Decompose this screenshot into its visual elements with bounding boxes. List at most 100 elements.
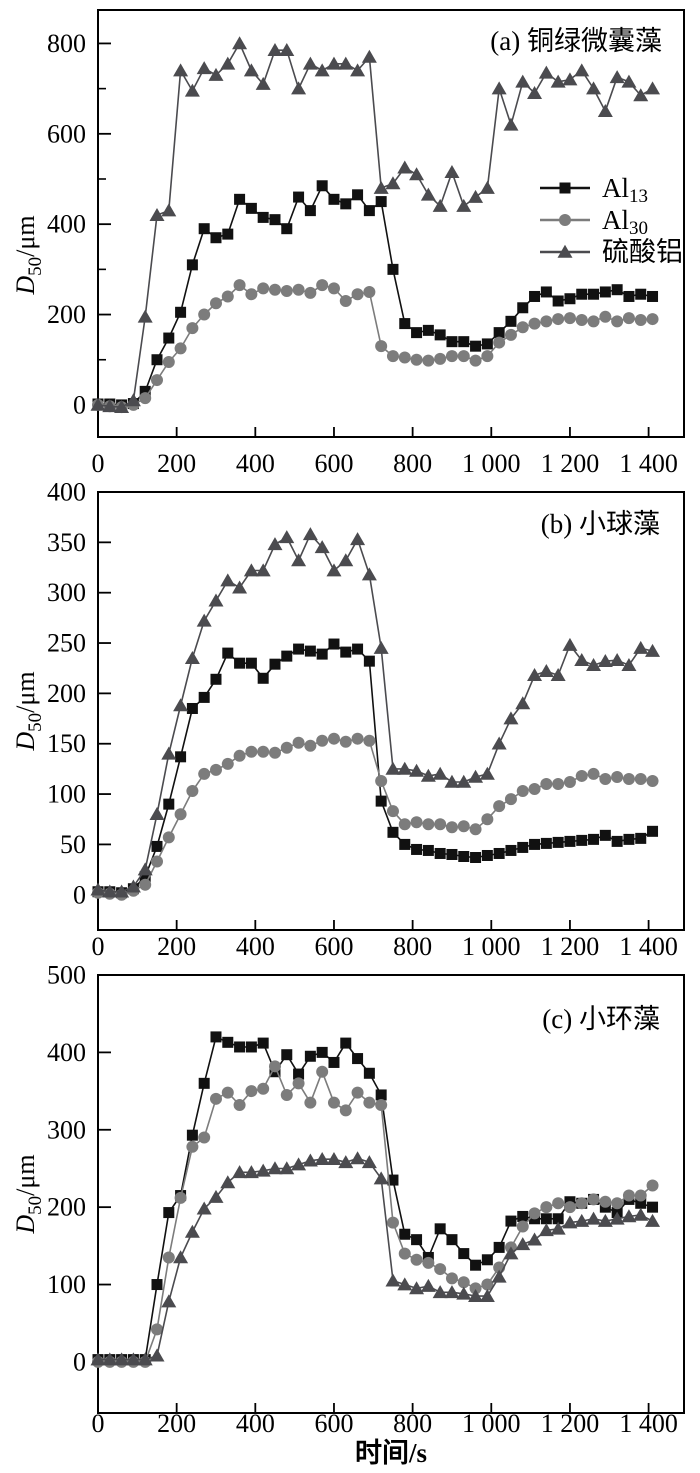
marker-circle: [516, 1220, 529, 1233]
marker-circle: [481, 813, 494, 826]
marker-circle: [445, 821, 458, 834]
y-tick-label: 400: [47, 478, 86, 507]
marker-triangle: [397, 761, 413, 775]
marker-square: [257, 672, 269, 684]
marker-square: [340, 646, 352, 658]
marker-square: [175, 751, 187, 763]
marker-square: [540, 1213, 552, 1225]
marker-triangle: [279, 530, 295, 544]
x-tick-label: 600: [314, 932, 353, 961]
marker-triangle: [125, 879, 141, 893]
marker-triangle: [232, 36, 248, 50]
marker-triangle: [196, 61, 212, 75]
marker-square: [375, 196, 387, 208]
marker-circle: [599, 1195, 612, 1208]
marker-square: [434, 847, 446, 859]
marker-circle: [351, 1086, 364, 1099]
marker-square: [245, 1041, 257, 1053]
marker-square: [399, 318, 411, 330]
y-tick-label: 150: [47, 729, 86, 758]
marker-circle: [528, 317, 541, 330]
marker-circle: [186, 322, 199, 335]
x-tick-label: 1 200: [541, 932, 600, 961]
marker-triangle: [267, 537, 283, 551]
marker-triangle: [562, 637, 578, 651]
marker-square: [623, 290, 635, 302]
marker-square: [210, 673, 222, 685]
marker-triangle: [397, 1277, 413, 1291]
marker-circle: [481, 350, 494, 363]
x-tick-label: 1 000: [462, 1409, 521, 1438]
marker-circle: [634, 772, 647, 785]
marker-circle: [375, 774, 388, 787]
marker-square: [245, 657, 257, 669]
chart-canvas-a: 0 200 400 600 800 1 000 1 200 1 400 0 200 400 600 80…: [11, 9, 685, 478]
marker-circle: [410, 1253, 423, 1266]
marker-triangle: [420, 768, 436, 782]
marker-triangle: [645, 81, 661, 95]
marker-circle: [599, 772, 612, 785]
marker-triangle: [468, 769, 484, 783]
marker-triangle: [503, 117, 519, 131]
marker-square: [151, 840, 163, 852]
marker-triangle: [137, 1352, 153, 1366]
marker-triangle: [527, 85, 543, 99]
marker-square: [422, 844, 434, 856]
marker-triangle: [173, 1250, 189, 1264]
marker-triangle: [444, 1285, 460, 1299]
marker-triangle: [609, 652, 625, 666]
marker-circle: [304, 286, 317, 299]
legend-item: 硫酸铝: [540, 237, 683, 267]
x-tick-label: 0: [92, 1409, 105, 1438]
y-tick-label: 800: [47, 29, 86, 58]
marker-circle: [563, 775, 576, 788]
series-markers-硫酸铝: [90, 1151, 661, 1366]
marker-circle: [233, 1099, 246, 1112]
marker-circle: [150, 1323, 163, 1336]
marker-circle: [245, 1085, 258, 1098]
marker-triangle: [350, 1151, 366, 1165]
y-axis-title: D50/μm: [11, 215, 46, 295]
marker-triangle: [196, 613, 212, 627]
marker-circle: [162, 831, 175, 844]
marker-square: [163, 798, 175, 810]
x-tick-label: 600: [314, 1409, 353, 1438]
marker-circle: [493, 800, 506, 813]
marker-circle: [209, 763, 222, 776]
marker-triangle: [527, 1232, 543, 1246]
marker-triangle: [409, 1281, 425, 1295]
marker-circle: [516, 321, 529, 334]
marker-square: [458, 336, 470, 348]
y-axis-title: D50/μm: [11, 671, 46, 751]
marker-square: [635, 288, 647, 300]
marker-square: [234, 193, 246, 205]
marker-circle: [622, 772, 635, 785]
marker-square: [269, 658, 281, 670]
marker-circle: [363, 1096, 376, 1109]
marker-circle: [575, 1197, 588, 1210]
panel-title: (c) 小环藻: [542, 1004, 660, 1034]
marker-square: [446, 848, 458, 860]
marker-square: [599, 829, 611, 841]
marker-square: [399, 838, 411, 850]
marker-circle: [174, 1191, 187, 1204]
chart-canvas-b: 0 200 400 600 800 1 000 1 200 1 400 0 50 100 150 200…: [11, 478, 685, 961]
marker-triangle: [125, 1352, 141, 1366]
marker-square: [517, 841, 529, 853]
marker-circle: [257, 745, 270, 758]
marker-square: [559, 182, 571, 194]
marker-triangle: [373, 1171, 389, 1185]
x-tick-label: 400: [236, 1409, 275, 1438]
marker-square: [470, 852, 482, 864]
marker-square: [470, 1259, 482, 1271]
marker-triangle: [220, 1175, 236, 1189]
marker-triangle: [137, 309, 153, 323]
marker-square: [222, 647, 234, 659]
marker-circle: [434, 1263, 447, 1276]
marker-triangle: [267, 43, 283, 57]
marker-triangle: [633, 640, 649, 654]
series-line-Al30: [98, 1065, 654, 1363]
marker-triangle: [232, 580, 248, 594]
marker-triangle: [149, 1348, 165, 1362]
marker-circle: [198, 308, 211, 321]
